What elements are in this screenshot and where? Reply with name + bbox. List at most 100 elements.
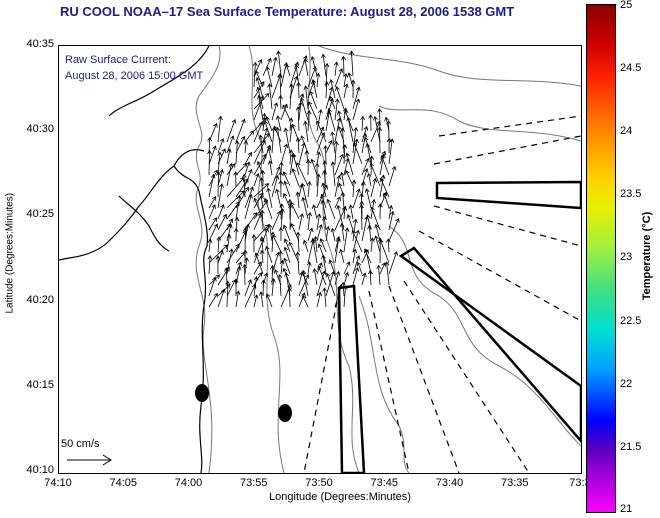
current-vector	[316, 270, 326, 297]
current-vector	[379, 177, 390, 198]
beam-outlines	[337, 180, 581, 473]
current-vector	[322, 169, 327, 187]
current-vector	[235, 194, 242, 220]
current-vector	[289, 152, 296, 176]
current-vector	[306, 180, 312, 198]
current-vector	[334, 196, 341, 209]
current-vector	[242, 226, 248, 253]
current-vector	[259, 209, 265, 231]
current-vector	[352, 188, 361, 209]
current-vector	[226, 190, 245, 209]
current-vector	[271, 126, 277, 154]
current-vector	[269, 264, 275, 286]
current-vector	[263, 197, 273, 220]
current-vector	[291, 152, 300, 176]
current-vector	[377, 237, 383, 264]
current-vector	[320, 193, 327, 209]
current-vector	[310, 158, 318, 176]
current-vector	[352, 98, 361, 121]
current-vector	[298, 292, 306, 308]
current-vector	[275, 126, 282, 154]
current-vector	[343, 227, 350, 253]
current-vector	[253, 261, 262, 275]
current-vector	[283, 127, 291, 154]
current-vector	[226, 233, 232, 253]
current-vector	[288, 83, 294, 110]
current-vector	[225, 280, 231, 308]
current-vector	[366, 172, 372, 187]
current-vector	[330, 161, 336, 187]
current-vector	[374, 235, 381, 253]
current-vector	[256, 160, 264, 176]
current-vector	[334, 68, 344, 88]
current-timestamp: August 28, 2006 15:00 GMT	[65, 70, 204, 82]
current-vector	[291, 168, 300, 187]
y-tick-label: 40:15	[26, 378, 54, 391]
x-tick-label: 73:45	[370, 477, 399, 489]
current-vector	[352, 86, 361, 110]
current-vector	[302, 239, 309, 253]
current-vector	[307, 66, 317, 88]
current-vector	[377, 203, 383, 220]
current-vector	[319, 238, 327, 253]
colorbar-tick-label: 21	[620, 503, 633, 515]
current-vector	[208, 223, 218, 242]
current-vector	[311, 204, 318, 220]
current-vector	[298, 213, 304, 231]
current-vector	[330, 227, 336, 242]
current-vector	[322, 215, 327, 231]
current-vector	[253, 294, 259, 308]
current-vector	[343, 261, 351, 275]
current-vector	[277, 273, 283, 297]
current-vector	[334, 174, 342, 198]
current-vector	[277, 73, 283, 99]
current-vector	[361, 272, 367, 286]
colorbar-tick-label: 25	[620, 0, 633, 11]
current-vector	[309, 90, 318, 110]
x-tick-label: 73:50	[305, 477, 333, 489]
current-vector	[334, 270, 341, 286]
current-vector	[316, 151, 321, 165]
current-vector	[333, 140, 339, 165]
current-vector	[368, 114, 374, 132]
current-vector	[361, 157, 370, 176]
radial-lines	[303, 115, 581, 473]
current-vector	[290, 222, 300, 242]
current-vector	[334, 117, 342, 143]
current-vector	[261, 279, 266, 297]
current-vector	[207, 149, 212, 176]
current-vector	[266, 187, 273, 209]
current-vector	[304, 150, 310, 165]
current-vector	[325, 271, 335, 297]
current-vector	[241, 173, 247, 198]
current-vector	[316, 213, 322, 231]
current-vector	[342, 285, 348, 308]
current-vector	[368, 269, 373, 286]
current-vector	[369, 237, 375, 253]
current-vector	[283, 192, 291, 209]
current-vector	[388, 204, 394, 220]
current-vector	[273, 125, 282, 143]
current-vector	[235, 118, 246, 143]
current-vector	[345, 169, 354, 187]
current-vector	[253, 139, 266, 165]
current-vector	[215, 255, 221, 275]
current-vector	[348, 204, 354, 220]
current-vector	[266, 146, 273, 165]
x-tick-label: 73:40	[435, 477, 464, 489]
current-vector	[226, 162, 234, 187]
current-vector	[235, 135, 246, 154]
current-vector	[352, 138, 359, 165]
current-vector	[290, 201, 300, 220]
current-vector	[339, 222, 345, 242]
current-vector	[208, 292, 218, 308]
current-vector	[217, 288, 226, 308]
current-vector	[283, 257, 291, 275]
current-vector	[337, 110, 345, 132]
current-vector	[253, 121, 264, 143]
current-vector	[360, 115, 366, 132]
current-vector	[352, 229, 360, 253]
current-vector	[311, 79, 318, 99]
current-vector	[325, 139, 333, 154]
current-vector	[340, 191, 346, 209]
